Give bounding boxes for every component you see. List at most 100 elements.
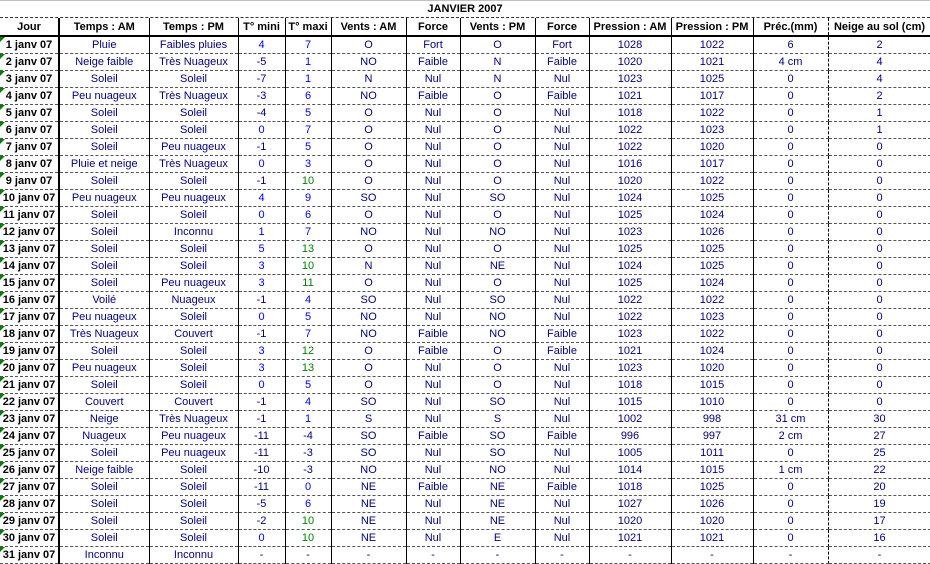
cell-temp-min[interactable]: 0 [238,206,286,224]
cell-force-am[interactable]: Nul [406,206,461,224]
cell-pression-pm[interactable]: 1011 [671,444,754,462]
cell-force-am[interactable]: Faible [406,427,461,445]
cell-force-am[interactable]: Nul [406,461,461,479]
cell-precipitation[interactable]: 0 [753,274,829,292]
cell-force-pm[interactable]: Nul [535,359,590,377]
cell-force-am[interactable]: Nul [406,393,461,411]
cell-pression-am[interactable]: 1018 [589,376,672,394]
cell-temp-max[interactable]: 11 [285,274,332,292]
cell-temp-max[interactable]: 4 [285,393,332,411]
cell-force-pm[interactable]: Nul [535,189,590,207]
cell-pression-pm[interactable]: 998 [671,410,754,428]
header-temp-max[interactable]: T° maxi [285,18,332,37]
header-neige-sol[interactable]: Neige au sol (cm) [828,18,930,37]
cell-temp-min[interactable]: 1 [238,223,286,241]
cell-neige-sol[interactable]: 4 [828,53,930,71]
cell-force-pm[interactable]: Nul [535,240,590,258]
cell-pression-am[interactable]: 1028 [589,36,672,54]
cell-force-am[interactable]: Faible [406,325,461,343]
cell-neige-sol[interactable]: 25 [828,444,930,462]
cell-pression-am[interactable]: 1025 [589,274,672,292]
cell-temps-pm[interactable]: Soleil [149,342,239,360]
cell-neige-sol[interactable]: 0 [828,138,930,156]
cell-force-pm[interactable]: Nul [535,376,590,394]
cell-force-pm[interactable]: Nul [535,274,590,292]
cell-jour[interactable]: 1 janv 07 [0,36,60,54]
cell-vent-am[interactable]: O [331,342,407,360]
cell-temps-am[interactable]: Soleil [59,495,150,513]
cell-vent-pm[interactable]: NO [460,308,536,326]
cell-vent-am[interactable]: SO [331,189,407,207]
cell-pression-pm[interactable]: 1020 [671,359,754,377]
cell-force-pm[interactable]: Nul [535,104,590,122]
cell-jour[interactable]: 12 janv 07 [0,223,60,241]
cell-pression-am[interactable]: 1021 [589,342,672,360]
cell-temps-am[interactable]: Soleil [59,70,150,88]
cell-temps-pm[interactable]: Inconnu [149,223,239,241]
cell-jour[interactable]: 30 janv 07 [0,529,60,547]
cell-temp-max[interactable]: 7 [285,325,332,343]
cell-vent-am[interactable]: NE [331,529,407,547]
cell-temp-min[interactable]: 5 [238,240,286,258]
cell-vent-am[interactable]: N [331,257,407,275]
cell-precipitation[interactable]: 0 [753,393,829,411]
cell-vent-am[interactable]: NE [331,495,407,513]
cell-force-pm[interactable]: Fort [535,36,590,54]
cell-force-pm[interactable]: Nul [535,257,590,275]
cell-force-pm[interactable]: Nul [535,461,590,479]
cell-precipitation[interactable]: 0 [753,240,829,258]
cell-force-pm[interactable]: Nul [535,529,590,547]
cell-temps-pm[interactable]: Nuageux [149,291,239,309]
cell-pression-pm[interactable]: 1025 [671,240,754,258]
cell-vent-pm[interactable]: SO [460,189,536,207]
cell-temps-pm[interactable]: Soleil [149,172,239,190]
cell-temps-am[interactable]: Soleil [59,478,150,496]
cell-vent-pm[interactable]: O [460,121,536,139]
cell-temps-am[interactable]: Soleil [59,172,150,190]
cell-temps-am[interactable]: Très Nuageux [59,325,150,343]
cell-jour[interactable]: 7 janv 07 [0,138,60,156]
cell-temp-min[interactable]: 0 [238,529,286,547]
cell-force-am[interactable]: Nul [406,189,461,207]
cell-neige-sol[interactable]: 0 [828,189,930,207]
cell-temps-am[interactable]: Voilé [59,291,150,309]
header-force-pm[interactable]: Force [535,18,590,37]
cell-vent-pm[interactable]: O [460,376,536,394]
cell-neige-sol[interactable]: 0 [828,325,930,343]
cell-neige-sol[interactable]: 0 [828,359,930,377]
cell-precipitation[interactable]: 4 cm [753,53,829,71]
cell-pression-am[interactable]: 1020 [589,53,672,71]
cell-temp-min[interactable]: -1 [238,291,286,309]
cell-vent-pm[interactable]: O [460,155,536,173]
cell-temp-min[interactable]: 0 [238,121,286,139]
cell-force-am[interactable]: Nul [406,138,461,156]
cell-jour[interactable]: 13 janv 07 [0,240,60,258]
cell-temps-am[interactable]: Soleil [59,529,150,547]
cell-force-am[interactable]: Nul [406,376,461,394]
cell-force-am[interactable]: Nul [406,240,461,258]
cell-temp-min[interactable]: -5 [238,53,286,71]
cell-temps-am[interactable]: Neige faible [59,53,150,71]
cell-vent-am[interactable]: N [331,70,407,88]
cell-jour[interactable]: 24 janv 07 [0,427,60,445]
cell-temp-min[interactable]: 0 [238,155,286,173]
cell-temps-pm[interactable]: Très Nuageux [149,53,239,71]
cell-vent-pm[interactable]: O [460,104,536,122]
cell-temp-max[interactable]: 1 [285,53,332,71]
cell-temps-am[interactable]: Soleil [59,240,150,258]
cell-vent-pm[interactable]: O [460,206,536,224]
cell-pression-am[interactable]: 1018 [589,104,672,122]
cell-temps-am[interactable]: Soleil [59,121,150,139]
cell-pression-pm[interactable]: 1025 [671,189,754,207]
cell-vent-pm[interactable]: NE [460,257,536,275]
header-temps-am[interactable]: Temps : AM [59,18,150,37]
cell-vent-pm[interactable]: NO [460,325,536,343]
cell-vent-am[interactable]: NE [331,512,407,530]
cell-force-am[interactable]: Nul [406,529,461,547]
cell-vent-am[interactable]: SO [331,291,407,309]
cell-temp-min[interactable]: 3 [238,257,286,275]
cell-temp-min[interactable]: 4 [238,36,286,54]
cell-precipitation[interactable]: 1 cm [753,461,829,479]
cell-pression-pm[interactable]: 1025 [671,70,754,88]
cell-temp-max[interactable]: 7 [285,36,332,54]
